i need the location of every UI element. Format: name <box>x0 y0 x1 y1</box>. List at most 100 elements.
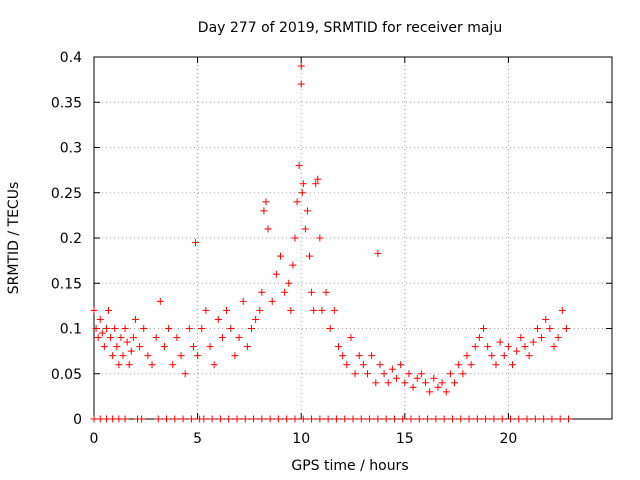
data-point <box>368 352 376 360</box>
data-point <box>227 325 235 332</box>
data-point <box>405 370 413 378</box>
data-point <box>214 315 222 323</box>
data-point <box>264 225 272 233</box>
data-point <box>359 361 367 369</box>
data-point <box>202 306 210 314</box>
data-points <box>90 62 572 423</box>
data-point <box>131 315 139 323</box>
data-point <box>260 207 268 215</box>
data-point <box>380 370 388 378</box>
data-point <box>192 239 200 247</box>
data-point <box>426 388 434 396</box>
data-point <box>94 334 102 342</box>
data-point <box>401 379 409 387</box>
data-point <box>173 334 181 342</box>
data-point <box>100 343 108 351</box>
data-point <box>235 334 243 342</box>
data-point <box>163 415 171 423</box>
data-point <box>382 415 390 423</box>
data-point <box>556 415 564 423</box>
data-point <box>115 415 123 423</box>
y-tick-label: 0.15 <box>51 276 82 292</box>
data-point <box>256 306 264 314</box>
data-point <box>90 415 98 423</box>
data-point <box>298 189 306 197</box>
data-point <box>430 374 438 382</box>
data-point <box>538 334 546 342</box>
data-point <box>148 361 156 369</box>
data-point <box>281 288 289 296</box>
data-point <box>285 279 293 287</box>
data-point <box>291 415 299 423</box>
data-point <box>531 415 539 423</box>
data-point <box>440 415 448 423</box>
data-point <box>144 352 152 360</box>
data-point <box>169 361 177 369</box>
data-point <box>266 415 274 423</box>
data-point <box>343 361 351 369</box>
data-point <box>384 379 392 387</box>
data-point <box>424 415 432 423</box>
data-point <box>488 352 496 360</box>
data-point <box>181 370 189 378</box>
data-point <box>314 175 322 183</box>
data-point <box>397 361 405 369</box>
y-tick-label: 0.05 <box>51 367 82 383</box>
data-point <box>415 415 423 423</box>
data-point <box>138 415 146 423</box>
data-point <box>233 415 241 423</box>
data-point <box>459 370 467 378</box>
data-point <box>274 415 282 423</box>
data-point <box>252 315 260 323</box>
data-point <box>194 352 202 360</box>
data-point <box>438 379 446 387</box>
data-point <box>291 234 299 242</box>
data-point <box>372 379 380 387</box>
data-point <box>90 306 98 314</box>
data-point <box>231 352 239 360</box>
data-point <box>109 352 117 360</box>
data-point <box>102 325 110 332</box>
data-point <box>546 325 554 332</box>
data-point <box>366 415 374 423</box>
data-point <box>407 415 415 423</box>
data-point <box>293 198 301 206</box>
data-point <box>140 325 148 332</box>
data-point <box>295 162 303 170</box>
data-point <box>121 415 129 423</box>
x-tick-label: 0 <box>90 431 99 447</box>
data-point <box>417 370 425 378</box>
data-point <box>241 415 249 423</box>
data-point <box>339 352 347 360</box>
grid <box>94 57 612 419</box>
data-point <box>413 374 421 382</box>
data-point <box>171 415 179 423</box>
data-point <box>393 374 401 382</box>
data-point <box>480 325 488 332</box>
x-tick-label: 20 <box>499 431 517 447</box>
data-point <box>297 62 305 70</box>
data-point <box>289 261 297 269</box>
data-point <box>341 415 349 423</box>
data-point <box>504 343 512 351</box>
data-point <box>119 352 127 360</box>
data-point <box>198 325 206 332</box>
data-point <box>206 343 214 351</box>
data-point <box>154 415 162 423</box>
data-point <box>316 415 324 423</box>
data-point <box>374 249 382 257</box>
x-axis-label: GPS time / hours <box>291 458 408 474</box>
data-point <box>283 415 291 423</box>
data-point <box>330 306 338 314</box>
data-point <box>121 325 129 332</box>
x-tick-label: 5 <box>193 431 202 447</box>
data-point <box>179 415 187 423</box>
data-point <box>305 252 313 260</box>
data-point <box>351 370 359 378</box>
data-point <box>276 252 284 260</box>
data-point <box>399 415 407 423</box>
data-point <box>521 343 529 351</box>
data-point <box>448 415 456 423</box>
data-point <box>492 361 500 369</box>
data-point <box>324 415 332 423</box>
